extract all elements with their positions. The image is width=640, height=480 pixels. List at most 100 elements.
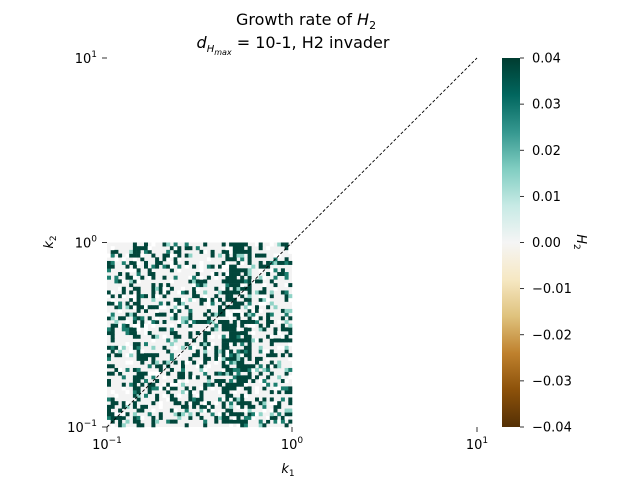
heatmap-cell (121, 279, 126, 284)
heatmap-cell (151, 286, 156, 291)
heatmap-cell (229, 312, 234, 317)
heatmap-cell (177, 401, 182, 406)
heatmap-cell (262, 290, 267, 295)
heatmap-cell (266, 356, 271, 361)
heatmap-cell (129, 297, 134, 302)
heatmap-cell (214, 294, 219, 299)
heatmap-cell (251, 264, 256, 269)
heatmap-cell (107, 349, 111, 354)
heatmap-cell (118, 272, 123, 277)
heatmap-cell (288, 283, 293, 288)
heatmap-cell (269, 242, 274, 247)
heatmap-cell (269, 415, 274, 420)
heatmap-cell (221, 412, 226, 417)
heatmap-cell (225, 419, 230, 424)
heatmap-cell (114, 393, 119, 398)
heatmap-cell (132, 242, 137, 247)
heatmap-cell (125, 268, 130, 273)
heatmap-cell (195, 393, 200, 398)
heatmap-cell (232, 353, 237, 358)
heatmap-cell (155, 319, 160, 324)
heatmap-cell (169, 286, 174, 291)
heatmap-cell (173, 386, 178, 391)
heatmap-cell (199, 404, 204, 409)
heatmap-cell (144, 246, 148, 251)
heatmap-cell (232, 242, 237, 247)
heatmap-cell (288, 386, 293, 391)
heatmap-cell (240, 356, 245, 361)
heatmap-cell (136, 286, 141, 291)
heatmap-cell (258, 345, 263, 350)
heatmap-cell (147, 412, 152, 417)
heatmap-cell (129, 253, 134, 258)
heatmap-cell (225, 371, 230, 376)
heatmap-cell (232, 367, 237, 372)
heatmap-cell (166, 283, 171, 288)
heatmap-cell (121, 286, 126, 291)
heatmap-cell (173, 257, 178, 262)
heatmap-cell (229, 386, 234, 391)
heatmap-cell (229, 419, 234, 424)
heatmap-cell (155, 294, 160, 299)
heatmap-cell (132, 404, 137, 409)
heatmap-cell (151, 319, 156, 324)
heatmap-cell (144, 404, 148, 409)
heatmap-cell (188, 279, 193, 284)
heatmap-cell (280, 334, 285, 339)
heatmap-cell (203, 367, 208, 372)
heatmap-cell (229, 408, 234, 413)
heatmap-cell (140, 319, 145, 324)
heatmap-cell (125, 353, 130, 358)
heatmap-cell (129, 283, 134, 288)
heatmap-cell (169, 316, 174, 321)
heatmap-cell (144, 242, 148, 247)
heatmap-cell (155, 353, 160, 358)
heatmap-cell (232, 397, 237, 402)
heatmap-cell (158, 412, 163, 417)
heatmap-cell (162, 257, 167, 262)
heatmap-cell (125, 401, 130, 406)
heatmap-cell (140, 305, 145, 310)
heatmap-cell (107, 294, 111, 299)
heatmap-cell (184, 319, 189, 324)
heatmap-cell (140, 375, 145, 380)
heatmap-cell (181, 382, 185, 387)
heatmap-cell (192, 397, 197, 402)
heatmap-cell (232, 382, 237, 387)
heatmap-cell (158, 305, 163, 310)
heatmap-cell (192, 353, 197, 358)
heatmap-cell (218, 264, 222, 269)
heatmap-cell (188, 327, 193, 332)
heatmap-cell (221, 249, 226, 254)
heatmap-cell (158, 386, 163, 391)
heatmap-cell (236, 379, 241, 384)
heatmap-cell (181, 375, 185, 380)
heatmap-cell (266, 323, 271, 328)
colorbar-tick-label: −0.01 (532, 282, 572, 297)
heatmap-cell (240, 286, 245, 291)
heatmap-cell (118, 316, 123, 321)
heatmap-cell (169, 246, 174, 251)
heatmap-cell (177, 301, 182, 306)
heatmap-cell (258, 327, 263, 332)
heatmap-cell (177, 379, 182, 384)
heatmap-cell (184, 360, 189, 365)
heatmap-cell (144, 260, 148, 265)
heatmap-cell (229, 371, 234, 376)
heatmap-cell (151, 353, 156, 358)
heatmap-cell (280, 338, 285, 343)
heatmap-cell (240, 404, 245, 409)
heatmap-cell (192, 297, 197, 302)
heatmap-cell (277, 419, 282, 424)
heatmap-cell (288, 353, 293, 358)
heatmap-cell (269, 408, 274, 413)
heatmap-cell (125, 319, 130, 324)
heatmap-cell (155, 386, 160, 391)
heatmap-cell (114, 279, 119, 284)
heatmap-cell (151, 345, 156, 350)
heatmap-cell (262, 408, 267, 413)
heatmap-cell (240, 242, 245, 247)
heatmap-cell (269, 338, 274, 343)
heatmap-cell (195, 375, 200, 380)
heatmap-cell (225, 356, 230, 361)
